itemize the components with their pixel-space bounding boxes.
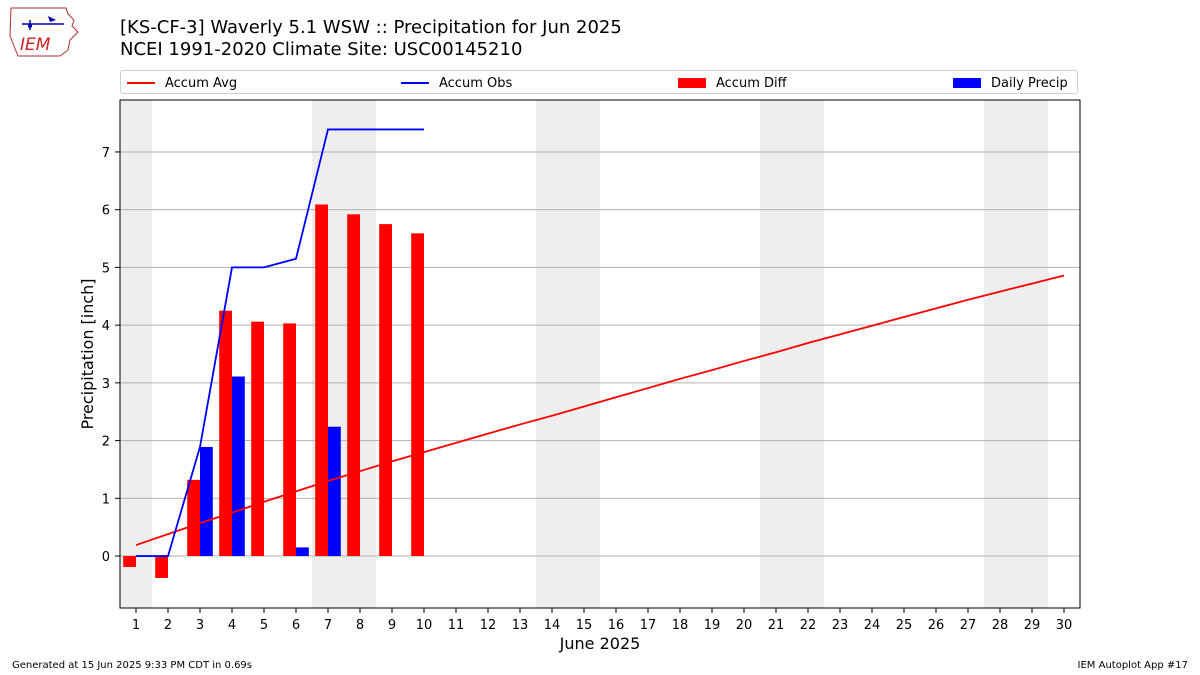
x-tick-label: 5 (260, 618, 268, 633)
x-tick-label: 24 (864, 618, 881, 633)
grid-lines (120, 151, 1080, 557)
accum-diff-bar (123, 556, 136, 568)
chart-title: [KS-CF-3] Waverly 5.1 WSW :: Precipitati… (120, 17, 622, 38)
y-tick-label: 2 (102, 435, 110, 450)
y-tick-label: 0 (102, 550, 110, 565)
accum-diff-bar (379, 224, 392, 557)
y-axis-label: Precipitation [inch] (78, 278, 97, 429)
weekend-band (536, 100, 600, 608)
x-tick-label: 15 (576, 618, 593, 633)
generated-timestamp: Generated at 15 Jun 2025 9:33 PM CDT in … (12, 660, 253, 671)
accum-avg-line (135, 274, 1065, 546)
legend-swatch (127, 82, 155, 84)
x-tick-label: 16 (608, 618, 625, 633)
x-tick-label: 25 (896, 618, 913, 633)
x-tick-label: 21 (768, 618, 785, 633)
x-axis-label: June 2025 (559, 634, 641, 653)
y-tick-label: 7 (102, 146, 110, 161)
x-tick-label: 19 (704, 618, 721, 633)
x-tick-label: 11 (448, 618, 465, 633)
weekend-band (984, 100, 1048, 608)
daily-precip-bar (296, 547, 309, 557)
iem-logo: IEM (9, 7, 79, 57)
daily-precip-bar (232, 376, 245, 557)
x-tick-label: 7 (324, 618, 332, 633)
x-tick-label: 3 (196, 618, 204, 633)
legend-item-daily-precip: Daily Precip (953, 73, 1068, 93)
y-axis-ticks: 0 1 2 3 4 5 6 7 (102, 146, 120, 565)
legend-swatch (678, 78, 706, 88)
x-tick-label: 20 (736, 618, 753, 633)
x-tick-label: 30 (1056, 618, 1073, 633)
weekend-shading (120, 100, 1048, 608)
legend-label: Accum Diff (716, 75, 787, 91)
y-tick-label: 6 (102, 204, 110, 219)
accum-diff-bar (219, 310, 232, 557)
y-tick-label: 5 (102, 261, 110, 276)
legend-item-accum-avg: Accum Avg (127, 73, 237, 93)
x-tick-label: 10 (416, 618, 433, 633)
chart-subtitle: NCEI 1991-2020 Climate Site: USC00145210 (120, 39, 523, 60)
accum-diff-bar (411, 233, 424, 557)
accum-diff-bar (315, 204, 328, 557)
x-tick-label: 1 (132, 618, 140, 633)
legend-label: Accum Obs (439, 75, 513, 91)
x-tick-label: 27 (960, 618, 977, 633)
x-tick-label: 4 (228, 618, 236, 633)
daily-precip-bar (328, 426, 341, 557)
weekend-band (120, 100, 152, 608)
legend-label: Accum Avg (165, 75, 238, 91)
x-axis-ticks: 1 2 3 4 5 6 7 8 9 10 11 12 13 14 15 16 17 18 19 20 21 22 23 24 2… (132, 608, 1072, 633)
x-tick-label: 6 (292, 618, 300, 633)
bars (123, 204, 424, 578)
legend-item-accum-diff: Accum Diff (678, 73, 787, 93)
x-tick-label: 13 (512, 618, 529, 633)
x-tick-label: 17 (640, 618, 657, 633)
legend-swatch (401, 82, 429, 84)
logo-text: IEM (20, 35, 51, 55)
plot-frame (119, 99, 1081, 609)
accum-diff-bar (347, 214, 360, 557)
x-tick-label: 28 (992, 618, 1009, 633)
accum-diff-bar (283, 323, 296, 557)
accum-diff-bar (251, 321, 264, 557)
y-tick-label: 3 (102, 377, 110, 392)
legend-label: Daily Precip (991, 75, 1068, 91)
app-credit: IEM Autoplot App #17 (1077, 660, 1188, 671)
legend-swatch (953, 78, 981, 88)
lines (135, 128, 1065, 557)
x-tick-label: 22 (800, 618, 817, 633)
accum-diff-bar (187, 479, 200, 557)
x-tick-label: 12 (480, 618, 497, 633)
legend: Accum Avg Accum Obs Accum Diff Daily Pre… (120, 70, 1078, 94)
x-tick-label: 18 (672, 618, 689, 633)
y-tick-label: 1 (102, 492, 110, 507)
y-tick-label: 4 (102, 319, 110, 334)
x-tick-label: 23 (832, 618, 849, 633)
x-tick-label: 29 (1024, 618, 1041, 633)
x-tick-label: 14 (544, 618, 561, 633)
x-tick-label: 9 (388, 618, 396, 633)
accum-diff-bar (155, 556, 168, 578)
x-tick-label: 2 (164, 618, 172, 633)
x-tick-label: 26 (928, 618, 945, 633)
legend-item-accum-obs: Accum Obs (401, 73, 512, 93)
x-tick-label: 8 (356, 618, 364, 633)
accum-obs-line (136, 128, 424, 557)
daily-precip-bar (200, 446, 213, 557)
